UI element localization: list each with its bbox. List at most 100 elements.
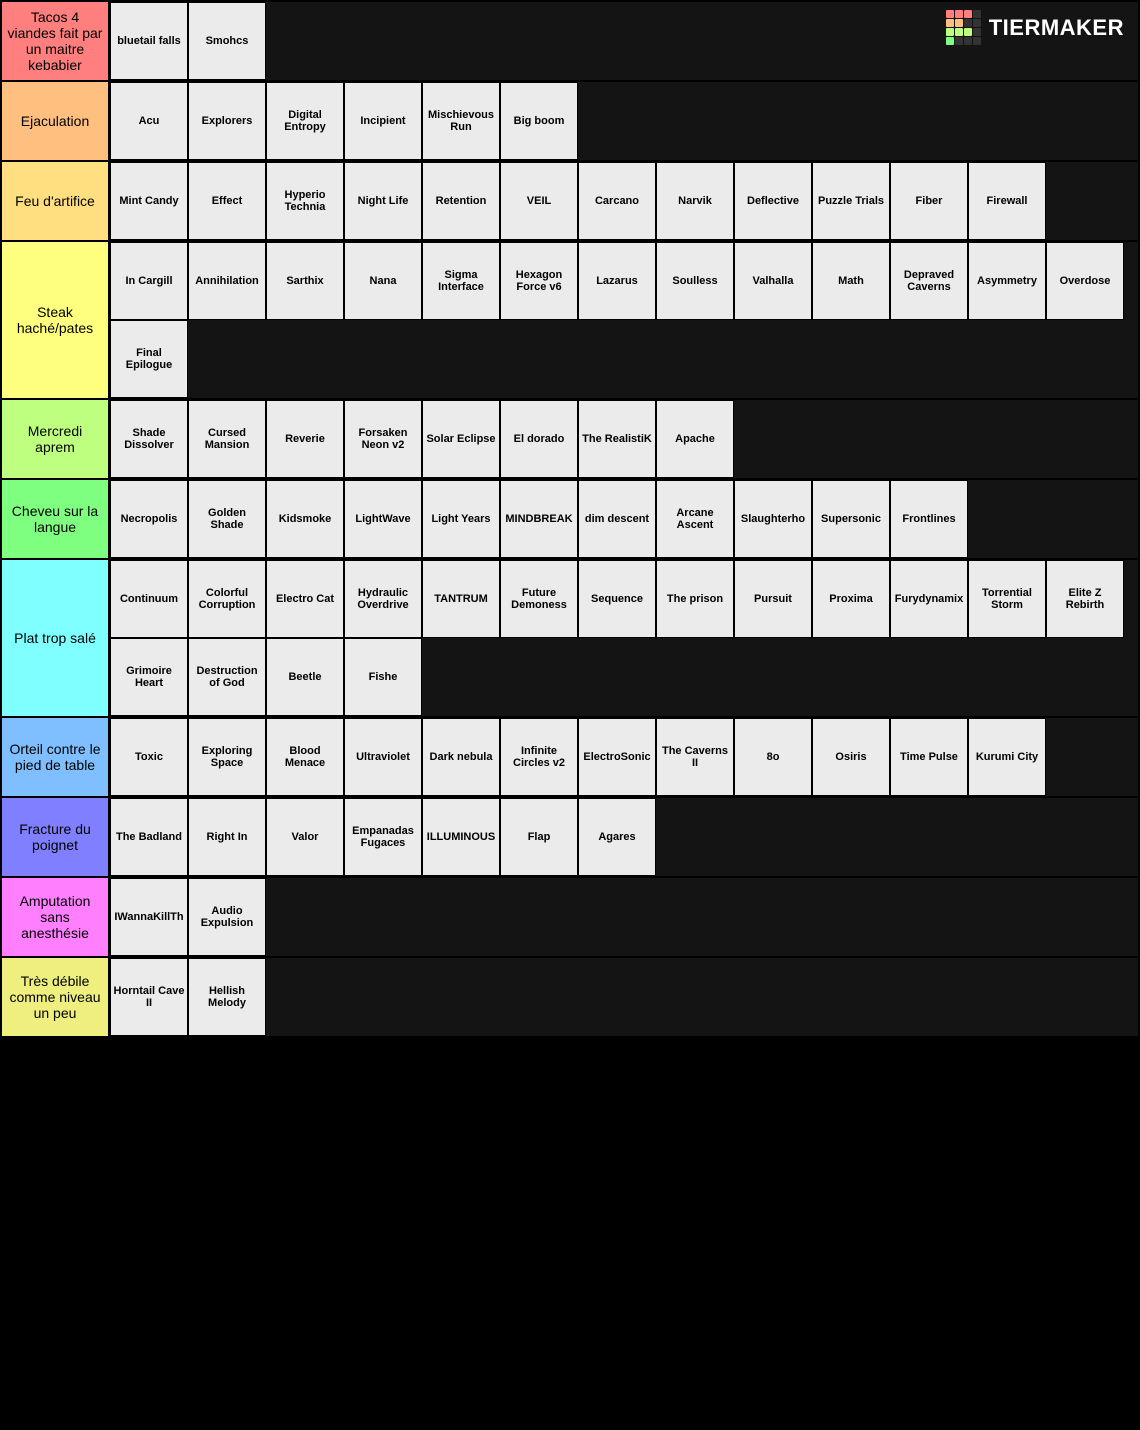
tier-label[interactable]: Cheveu sur la langue: [2, 480, 110, 558]
tier-label[interactable]: Plat trop salé: [2, 560, 110, 716]
tier-tile[interactable]: Horntail Cave II: [110, 958, 188, 1036]
tier-tile[interactable]: Torrential Storm: [968, 560, 1046, 638]
tier-tile[interactable]: Valor: [266, 798, 344, 876]
tier-tile[interactable]: Lazarus: [578, 242, 656, 320]
tier-tile[interactable]: El dorado: [500, 400, 578, 478]
tier-tile[interactable]: Annihilation: [188, 242, 266, 320]
tier-tile[interactable]: Dark nebula: [422, 718, 500, 796]
tier-row[interactable]: Cheveu sur la langueNecropolisGolden Sha…: [2, 480, 1138, 560]
tier-tile[interactable]: Toxic: [110, 718, 188, 796]
tier-tile[interactable]: TANTRUM: [422, 560, 500, 638]
tier-tile[interactable]: Hydraulic Overdrive: [344, 560, 422, 638]
tier-tile[interactable]: Sequence: [578, 560, 656, 638]
tier-items[interactable]: ToxicExploring SpaceBlood MenaceUltravio…: [110, 718, 1138, 796]
tier-tile[interactable]: Effect: [188, 162, 266, 240]
tier-tile[interactable]: Hellish Melody: [188, 958, 266, 1036]
tier-tile[interactable]: Hyperio Technia: [266, 162, 344, 240]
tier-tile[interactable]: Puzzle Trials: [812, 162, 890, 240]
tier-tile[interactable]: Exploring Space: [188, 718, 266, 796]
tier-row[interactable]: Orteil contre le pied de tableToxicExplo…: [2, 718, 1138, 798]
tier-label[interactable]: Mercredi aprem: [2, 400, 110, 478]
tier-label[interactable]: Feu d'artifice: [2, 162, 110, 240]
tier-tile[interactable]: Depraved Caverns: [890, 242, 968, 320]
tier-tile[interactable]: Necropolis: [110, 480, 188, 558]
tier-tile[interactable]: Forsaken Neon v2: [344, 400, 422, 478]
tier-tile[interactable]: Light Years: [422, 480, 500, 558]
tier-tile[interactable]: ILLUMINOUS: [422, 798, 500, 876]
tier-tile[interactable]: Nana: [344, 242, 422, 320]
tier-label[interactable]: Ejaculation: [2, 82, 110, 160]
tier-label[interactable]: Steak haché/pates: [2, 242, 110, 398]
tier-items[interactable]: NecropolisGolden ShadeKidsmokeLightWaveL…: [110, 480, 1138, 558]
tier-items[interactable]: Horntail Cave IIHellish Melody: [110, 958, 1138, 1036]
tier-tile[interactable]: Continuum: [110, 560, 188, 638]
tier-row[interactable]: Plat trop saléContinuumColorful Corrupti…: [2, 560, 1138, 718]
tier-label[interactable]: Tacos 4 viandes fait par un maitre kebab…: [2, 2, 110, 80]
tier-tile[interactable]: Asymmetry: [968, 242, 1046, 320]
tier-tile[interactable]: In Cargill: [110, 242, 188, 320]
tier-tile[interactable]: Sigma Interface: [422, 242, 500, 320]
tier-items[interactable]: AcuExplorersDigital EntropyIncipientMisc…: [110, 82, 1138, 160]
tier-row[interactable]: Feu d'artificeMint CandyEffectHyperio Te…: [2, 162, 1138, 242]
tier-tile[interactable]: Arcane Ascent: [656, 480, 734, 558]
tier-tile[interactable]: Electro Cat: [266, 560, 344, 638]
tier-items[interactable]: The BadlandRight InValorEmpanadas Fugace…: [110, 798, 1138, 876]
tier-tile[interactable]: Colorful Corruption: [188, 560, 266, 638]
tier-tile[interactable]: Solar Eclipse: [422, 400, 500, 478]
tier-tile[interactable]: Narvik: [656, 162, 734, 240]
tier-tile[interactable]: Fishe: [344, 638, 422, 716]
tier-tile[interactable]: Blood Menace: [266, 718, 344, 796]
tier-tile[interactable]: Final Epilogue: [110, 320, 188, 398]
tier-label[interactable]: Très débile comme niveau un peu: [2, 958, 110, 1036]
tier-items[interactable]: Mint CandyEffectHyperio TechniaNight Lif…: [110, 162, 1138, 240]
tier-tile[interactable]: Big boom: [500, 82, 578, 160]
tier-tile[interactable]: Carcano: [578, 162, 656, 240]
tier-tile[interactable]: Flap: [500, 798, 578, 876]
tier-tile[interactable]: Overdose: [1046, 242, 1124, 320]
tier-tile[interactable]: Frontlines: [890, 480, 968, 558]
tier-tile[interactable]: Retention: [422, 162, 500, 240]
tier-tile[interactable]: The Badland: [110, 798, 188, 876]
tier-tile[interactable]: Right In: [188, 798, 266, 876]
tier-tile[interactable]: Pursuit: [734, 560, 812, 638]
tier-items[interactable]: IWannaKillThAudio Expulsion: [110, 878, 1138, 956]
tier-row[interactable]: Amputation sans anesthésieIWannaKillThAu…: [2, 878, 1138, 958]
tier-tile[interactable]: Slaughterho: [734, 480, 812, 558]
tier-tile[interactable]: Explorers: [188, 82, 266, 160]
tier-tile[interactable]: Kurumi City: [968, 718, 1046, 796]
tier-row[interactable]: Mercredi apremShade DissolverCursed Mans…: [2, 400, 1138, 480]
tier-tile[interactable]: Elite Z Rebirth: [1046, 560, 1124, 638]
tier-tile[interactable]: Mint Candy: [110, 162, 188, 240]
tier-tile[interactable]: Digital Entropy: [266, 82, 344, 160]
tier-tile[interactable]: Proxima: [812, 560, 890, 638]
tier-tile[interactable]: Mischievous Run: [422, 82, 500, 160]
tier-items[interactable]: Shade DissolverCursed MansionReverieFors…: [110, 400, 1138, 478]
tier-tile[interactable]: Acu: [110, 82, 188, 160]
tier-tile[interactable]: bluetail falls: [110, 2, 188, 80]
tier-tile[interactable]: Beetle: [266, 638, 344, 716]
tier-tile[interactable]: dim descent: [578, 480, 656, 558]
tier-tile[interactable]: Destruction of God: [188, 638, 266, 716]
tier-tile[interactable]: Future Demoness: [500, 560, 578, 638]
tier-tile[interactable]: Incipient: [344, 82, 422, 160]
tier-tile[interactable]: Audio Expulsion: [188, 878, 266, 956]
tier-tile[interactable]: Infinite Circles v2: [500, 718, 578, 796]
tier-tile[interactable]: The RealistiK: [578, 400, 656, 478]
tier-tile[interactable]: Kidsmoke: [266, 480, 344, 558]
tier-tile[interactable]: Deflective: [734, 162, 812, 240]
tier-label[interactable]: Orteil contre le pied de table: [2, 718, 110, 796]
tier-tile[interactable]: Reverie: [266, 400, 344, 478]
tier-tile[interactable]: Furydynamix: [890, 560, 968, 638]
tier-tile[interactable]: VEIL: [500, 162, 578, 240]
tier-tile[interactable]: The Caverns II: [656, 718, 734, 796]
tier-tile[interactable]: Shade Dissolver: [110, 400, 188, 478]
tier-label[interactable]: Fracture du poignet: [2, 798, 110, 876]
tier-tile[interactable]: Empanadas Fugaces: [344, 798, 422, 876]
tier-items[interactable]: In CargillAnnihilationSarthixNanaSigma I…: [110, 242, 1138, 398]
tier-tile[interactable]: Grimoire Heart: [110, 638, 188, 716]
tier-tile[interactable]: Agares: [578, 798, 656, 876]
tier-tile[interactable]: IWannaKillTh: [110, 878, 188, 956]
tier-label[interactable]: Amputation sans anesthésie: [2, 878, 110, 956]
tier-row[interactable]: EjaculationAcuExplorersDigital EntropyIn…: [2, 82, 1138, 162]
tier-tile[interactable]: Math: [812, 242, 890, 320]
